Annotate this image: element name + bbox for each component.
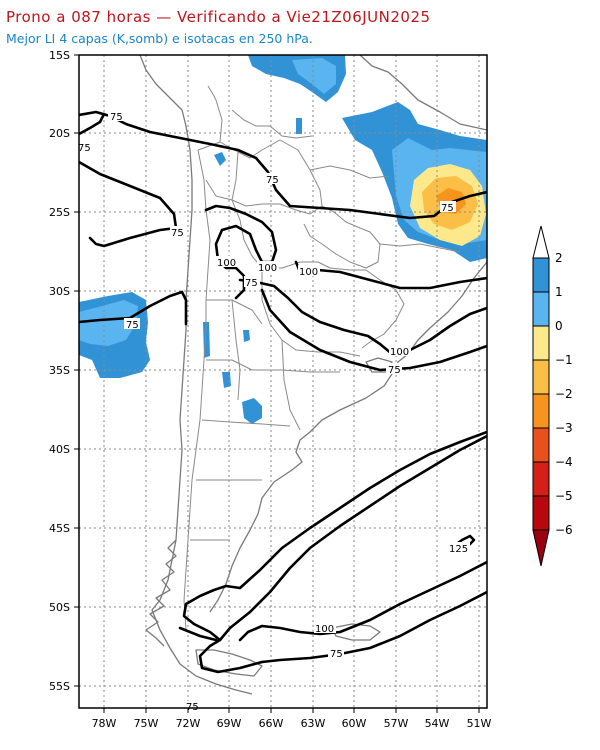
lon-tick-label: 69W: [217, 717, 242, 730]
lon-tick-label: 66W: [259, 717, 284, 730]
lon-tick-label: 78W: [92, 717, 117, 730]
colorbar-segment: [532, 427, 550, 463]
longitude-labels: 78W 75W 72W 69W 66W 63W 60W 57W 54W 51W: [92, 717, 492, 730]
colorbar-label: −4: [555, 455, 573, 469]
colorbar-label: −2: [555, 387, 573, 401]
map-subtitle: Mejor LI 4 capas (K,somb) e isotacas en …: [6, 31, 313, 46]
lat-tick-label: 20S: [49, 127, 70, 140]
isotach-label: 75: [110, 112, 123, 123]
lon-tick-label: 51W: [467, 717, 492, 730]
map-frame: [78, 54, 488, 709]
lat-tick-label: 35S: [49, 364, 70, 377]
isotach-label: 100: [315, 624, 334, 635]
li-patch-1: [242, 398, 262, 424]
lake-titicaca: [214, 152, 226, 166]
colorbar-segment: [532, 461, 550, 497]
lon-tick-label: 72W: [176, 717, 201, 730]
grid-lines: [79, 55, 487, 708]
colorbar-top-triangle: [532, 225, 550, 259]
map-title: Prono a 087 horas — Verificando a Vie21Z…: [6, 8, 431, 26]
colorbar-bottom-triangle: [532, 529, 550, 567]
isotach-labels: 75 75 75 75 75 75 100 100 100 75 100 75 …: [78, 110, 470, 713]
lon-tick-label: 60W: [342, 717, 367, 730]
colorbar-segment: [532, 291, 550, 327]
lat-tick-label: 45S: [49, 522, 70, 535]
li-patch-4: [243, 330, 250, 342]
colorbar-label: −5: [555, 489, 573, 503]
colorbar-label: −1: [555, 353, 573, 367]
lat-tick-label: 55S: [49, 680, 70, 693]
colorbar-segment: [532, 393, 550, 429]
isotach-label: 100: [390, 347, 409, 358]
isotach-label: 75: [266, 175, 279, 186]
lon-tick-label: 54W: [425, 717, 450, 730]
borders: [183, 85, 461, 631]
isotach-label: 75: [245, 278, 258, 289]
coastline: [139, 55, 487, 695]
isotach-label: 100: [299, 267, 318, 278]
li-patch-5: [296, 118, 302, 134]
colorbar-label: −6: [555, 523, 573, 537]
isotach-label: 75: [330, 649, 343, 660]
lon-tick-label: 63W: [301, 717, 326, 730]
li-shaded-west: [79, 292, 150, 378]
li-shaded-north: [248, 55, 346, 102]
axis-tick-marks: [74, 54, 480, 713]
colorbar: 2 1 0 −1 −2 −3 −4 −5 −6: [532, 225, 573, 567]
latitude-labels: 15S 20S 25S 30S 35S 40S 45S 50S 55S: [49, 49, 70, 693]
lat-tick-label: 30S: [49, 285, 70, 298]
isotach-label: 100: [258, 263, 277, 274]
colorbar-segment: [532, 257, 550, 293]
lon-tick-label: 57W: [384, 717, 409, 730]
isotach-label: 75: [78, 143, 91, 154]
isotach-label: 125: [449, 544, 468, 555]
colorbar-segment: [532, 495, 550, 531]
colorbar-segment: [532, 325, 550, 361]
colorbar-label: 2: [555, 251, 563, 265]
lat-tick-label: 50S: [49, 601, 70, 614]
colorbar-label: 0: [555, 319, 563, 333]
isotach-label: 75: [441, 203, 454, 214]
isotach-label: 75: [388, 365, 401, 376]
lon-tick-label: 75W: [134, 717, 159, 730]
isotach-label: 75: [126, 320, 139, 331]
colorbar-label: 1: [555, 285, 563, 299]
lat-tick-label: 25S: [49, 206, 70, 219]
lat-tick-label: 15S: [49, 49, 70, 62]
isotach-label: 75: [171, 228, 184, 239]
isotach-label: 100: [217, 258, 236, 269]
lat-tick-label: 40S: [49, 443, 70, 456]
colorbar-segment: [532, 359, 550, 395]
colorbar-label: −3: [555, 421, 573, 435]
